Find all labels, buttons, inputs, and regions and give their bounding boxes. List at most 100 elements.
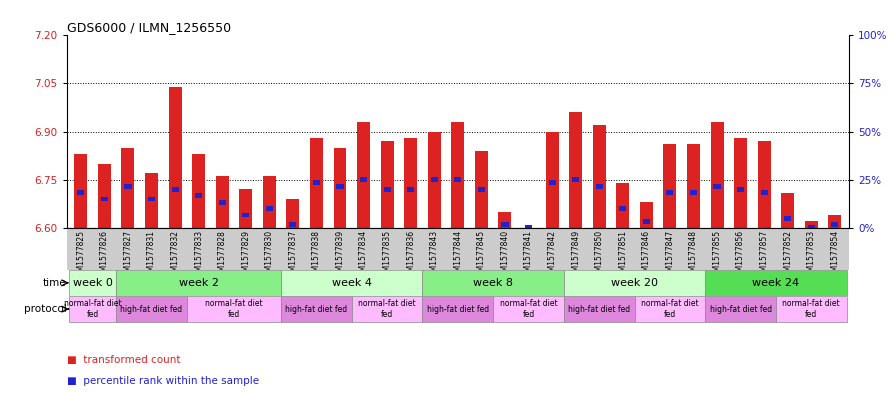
Text: normal-fat diet
fed: normal-fat diet fed [205,299,263,319]
Text: normal-fat diet
fed: normal-fat diet fed [500,299,557,319]
Bar [192,154,205,228]
Bar [784,216,791,220]
Text: high-fat diet fed: high-fat diet fed [427,305,489,314]
Bar [313,180,320,185]
Text: high-fat diet fed: high-fat diet fed [285,305,348,314]
Bar [564,296,635,322]
Bar [336,184,343,189]
Text: GSM1577832: GSM1577832 [171,230,180,281]
Bar [475,151,488,228]
Bar [360,177,367,182]
Bar [564,270,705,296]
Bar [714,184,721,189]
Bar [705,296,776,322]
Bar [75,154,87,228]
Text: GSM1577840: GSM1577840 [501,230,509,281]
Text: GSM1577846: GSM1577846 [642,230,651,281]
Bar [596,184,603,189]
Text: normal-fat diet
fed: normal-fat diet fed [64,299,122,319]
Bar [172,187,179,192]
Bar [187,296,281,322]
Text: week 2: week 2 [179,278,219,288]
Bar [477,187,485,192]
Text: GSM1577843: GSM1577843 [429,230,439,281]
Bar [501,222,509,227]
Text: GSM1577838: GSM1577838 [312,230,321,281]
Bar [761,190,768,195]
Text: normal-fat diet
fed: normal-fat diet fed [358,299,416,319]
Bar [710,122,724,228]
Bar [499,212,511,228]
Bar [831,222,838,227]
Text: GSM1577847: GSM1577847 [665,230,675,281]
Text: GDS6000 / ILMN_1256550: GDS6000 / ILMN_1256550 [67,21,231,34]
Bar [169,87,181,228]
Bar [593,125,605,228]
Bar [383,187,390,192]
Text: GSM1577842: GSM1577842 [548,230,557,281]
Bar [549,180,556,185]
Bar [145,173,158,228]
Text: ■  transformed count: ■ transformed count [67,354,180,365]
Bar [776,296,846,322]
Text: protocol: protocol [24,304,67,314]
Bar [407,187,414,192]
Bar [281,296,352,322]
Bar [663,144,677,228]
Text: GSM1577825: GSM1577825 [76,230,85,281]
Bar [640,202,653,228]
Bar [333,148,347,228]
Text: GSM1577837: GSM1577837 [288,230,298,281]
Bar [667,190,674,195]
Bar [77,190,84,195]
Bar [357,122,370,228]
Bar [734,138,747,228]
Text: GSM1577851: GSM1577851 [618,230,628,281]
Bar [635,296,705,322]
Text: GSM1577841: GSM1577841 [524,230,533,281]
Bar [266,206,273,211]
Text: week 24: week 24 [752,278,799,288]
Bar [286,199,300,228]
Bar [452,122,464,228]
Text: GSM1577835: GSM1577835 [382,230,392,281]
Text: GSM1577826: GSM1577826 [100,230,108,281]
Bar [116,270,281,296]
Bar [620,206,627,211]
Bar [829,215,841,228]
Text: GSM1577827: GSM1577827 [124,230,132,281]
Bar [687,144,700,228]
Text: normal-fat diet
fed: normal-fat diet fed [782,299,840,319]
Bar [219,200,226,204]
Bar [69,296,116,322]
Text: GSM1577853: GSM1577853 [807,230,816,281]
Bar [352,296,422,322]
Text: high-fat diet fed: high-fat diet fed [568,305,630,314]
Text: GSM1577849: GSM1577849 [571,230,581,281]
Text: GSM1577833: GSM1577833 [194,230,203,281]
Bar [737,187,744,192]
Text: GSM1577828: GSM1577828 [218,230,227,281]
Bar [195,193,202,198]
Bar [380,141,394,228]
Text: high-fat diet fed: high-fat diet fed [709,305,772,314]
Bar [216,176,228,228]
Bar [281,270,422,296]
Text: GSM1577830: GSM1577830 [265,230,274,281]
Text: time: time [43,278,67,288]
Bar [757,141,771,228]
Bar [454,177,461,182]
Text: week 4: week 4 [332,278,372,288]
Bar [525,226,533,230]
Text: GSM1577844: GSM1577844 [453,230,462,281]
Text: GSM1577852: GSM1577852 [783,230,792,281]
Text: GSM1577855: GSM1577855 [713,230,722,281]
Text: GSM1577848: GSM1577848 [689,230,698,281]
Bar [310,138,323,228]
Bar [643,219,650,224]
Text: GSM1577829: GSM1577829 [241,230,251,281]
Text: week 8: week 8 [473,278,513,288]
Text: GSM1577850: GSM1577850 [595,230,604,281]
Bar [289,222,296,227]
Text: week 0: week 0 [73,278,113,288]
